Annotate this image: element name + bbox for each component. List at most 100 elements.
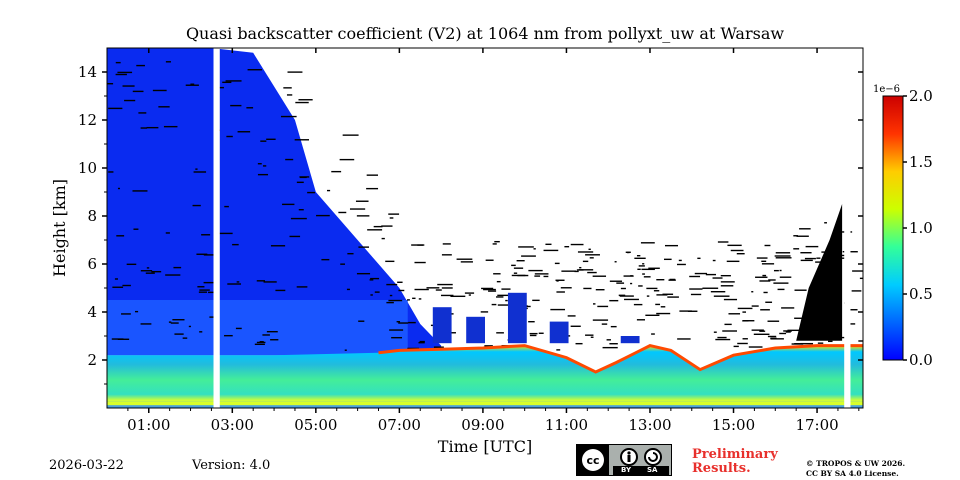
upper-backscatter-region: [107, 48, 442, 356]
noise-streak: [356, 215, 370, 217]
x-tick-label: 11:00: [545, 416, 588, 434]
noise-streak: [796, 235, 809, 237]
noise-streak: [791, 343, 804, 345]
noise-streak: [723, 298, 738, 301]
noise-streak: [398, 322, 409, 324]
noise-streak: [496, 280, 501, 283]
noise-streak: [140, 323, 152, 325]
noise-streak: [717, 241, 729, 243]
noise-streak: [132, 90, 144, 93]
noise-streak: [760, 309, 770, 311]
noise-streak: [494, 240, 500, 243]
noise-streak: [190, 83, 195, 85]
noise-streak: [582, 260, 589, 263]
noise-streak: [224, 205, 229, 208]
noise-streak: [369, 279, 374, 281]
noise-streak: [824, 222, 827, 224]
noise-streak: [385, 260, 395, 263]
noise-streak: [485, 259, 494, 261]
noise-streak: [602, 346, 618, 349]
noise-streak: [195, 168, 198, 170]
noise-streak: [307, 191, 316, 194]
noise-streak: [585, 334, 594, 336]
noise-streak: [388, 299, 403, 302]
noise-streak: [260, 140, 267, 142]
noise-streak: [121, 313, 131, 315]
noise-streak: [726, 260, 740, 263]
noise-streak: [676, 263, 686, 266]
noise-streak: [730, 249, 744, 252]
noise-streak: [710, 291, 726, 293]
noise-streak: [687, 310, 698, 312]
noise-streak: [793, 235, 798, 237]
noise-streak: [516, 260, 525, 262]
noise-streak: [533, 248, 536, 250]
noise-streak: [373, 225, 383, 228]
noise-streak: [493, 273, 501, 275]
noise-streak: [152, 89, 167, 92]
noise-streak: [620, 287, 626, 290]
noise-streak: [638, 285, 643, 287]
noise-streak: [690, 293, 702, 296]
cloud-column: [432, 307, 452, 344]
noise-streak: [122, 284, 131, 287]
noise-streak: [259, 340, 264, 343]
noise-streak: [418, 298, 422, 300]
noise-streak: [513, 272, 518, 274]
x-tick-label: 03:00: [211, 416, 254, 434]
noise-streak: [165, 274, 181, 276]
noise-streak: [590, 336, 594, 338]
noise-streak: [619, 295, 634, 297]
noise-streak: [266, 138, 276, 140]
noise-streak: [236, 281, 240, 283]
noise-streak: [781, 307, 795, 309]
noise-streak: [641, 268, 655, 271]
noise-streak: [655, 303, 661, 306]
noise-streak: [668, 279, 676, 281]
noise-streak: [331, 170, 342, 173]
x-tick-label: 01:00: [127, 416, 170, 434]
noise-streak: [344, 349, 347, 351]
noise-streak: [742, 311, 747, 313]
noise-streak: [396, 321, 401, 323]
noise-streak: [779, 332, 787, 335]
noise-streak: [381, 225, 393, 227]
noise-streak: [767, 320, 780, 322]
colorbar-tick-label: 0.0: [909, 351, 933, 369]
noise-streak: [230, 104, 242, 107]
noise-streak: [817, 342, 824, 344]
date-label: 2026-03-22: [49, 458, 124, 473]
noise-streak: [609, 299, 619, 302]
noise-streak: [219, 232, 233, 235]
noise-streak: [858, 340, 863, 342]
noise-streak: [389, 294, 393, 297]
noise-streak: [775, 252, 791, 254]
noise-streak: [266, 330, 278, 333]
x-axis-label: Time [UTC]: [438, 437, 532, 456]
noise-streak: [579, 266, 582, 269]
boundary-layer: [107, 345, 863, 408]
noise-streak: [556, 280, 559, 282]
noise-streak: [203, 281, 217, 284]
noise-streak: [767, 335, 777, 338]
noise-streak: [172, 319, 185, 321]
noise-streak: [464, 292, 475, 294]
noise-streak: [367, 229, 383, 231]
x-tick-label: 09:00: [461, 416, 504, 434]
noise-streak: [511, 274, 526, 277]
noise-streak: [677, 338, 691, 340]
noise-streak: [653, 290, 660, 292]
noise-streak: [216, 86, 224, 89]
noise-streak: [124, 99, 136, 102]
noise-streak: [660, 306, 666, 308]
noise-streak: [460, 261, 473, 263]
noise-streak: [532, 299, 540, 302]
noise-streak: [761, 263, 775, 265]
noise-streak: [694, 272, 708, 275]
noise-streak: [173, 266, 182, 269]
noise-streak: [793, 248, 800, 250]
noise-streak: [111, 338, 124, 340]
data-gap: [213, 48, 220, 408]
